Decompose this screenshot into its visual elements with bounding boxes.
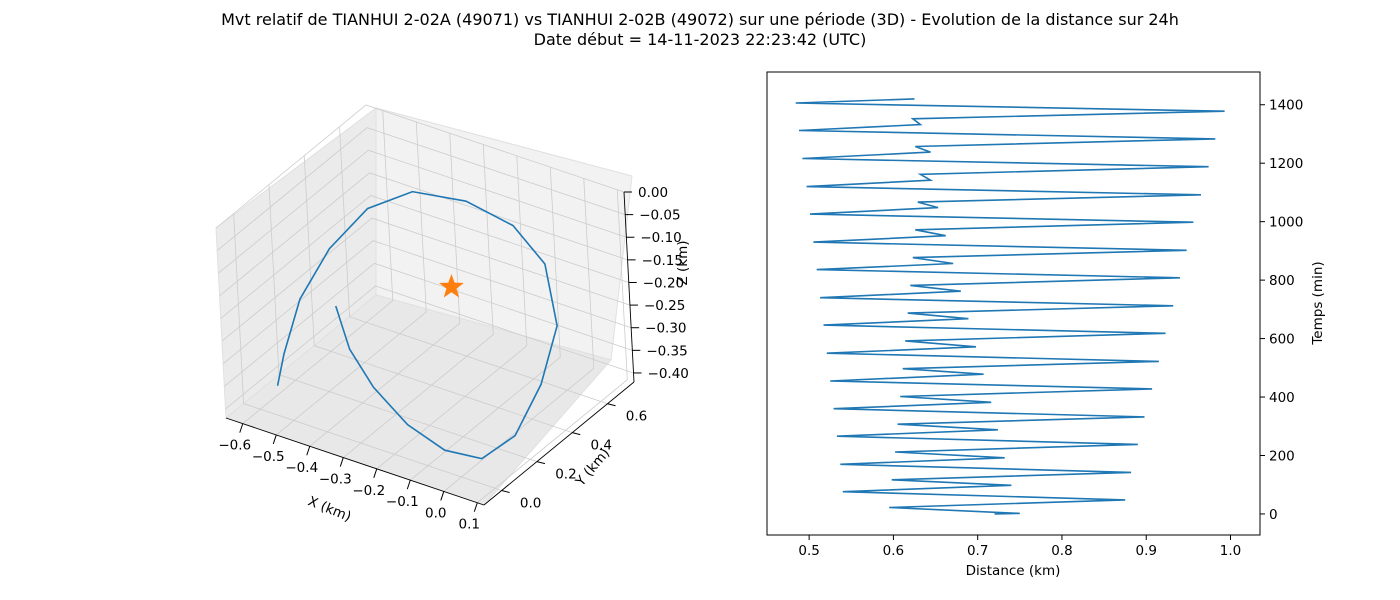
grid-line-z <box>215 104 625 229</box>
z-tick-label: −0.25 <box>644 298 685 314</box>
grid-line-y <box>268 184 538 462</box>
z-tick-label: −0.30 <box>645 321 686 337</box>
grid-line-x <box>410 167 561 481</box>
grid-line-z <box>218 149 627 274</box>
y-axis-label: Temps (min) <box>1310 261 1326 345</box>
x-tick-label: −0.5 <box>252 449 285 465</box>
reference-star-marker <box>439 273 464 298</box>
y-tick-mark <box>536 461 546 465</box>
distance-panel: 0.5 0.6 0.7 0.8 0.9 1.0 0 200 400 600 800 1000 1200… <box>766 71 1326 579</box>
plot-frame <box>766 71 1261 536</box>
trajectory-3d-panel: −0.6−0.5−0.4−0.3−0.2−0.1 0.0 0.1 0.0 0.2 0.4 0… <box>215 104 691 533</box>
grid-line-x <box>276 121 427 436</box>
x-tick-label: −0.1 <box>386 494 419 510</box>
y-tick-label: 200 <box>1269 448 1295 464</box>
grid-line-y <box>233 213 502 491</box>
y-tick-mark <box>607 403 616 407</box>
grid-line-z <box>222 240 632 365</box>
y-tick-label: 0 <box>1269 507 1278 523</box>
grid-line-x <box>477 189 628 504</box>
z-tick-label: −0.40 <box>648 366 689 382</box>
x-tick-mark <box>339 457 344 467</box>
grid-line-z <box>225 285 634 410</box>
grid-line-y <box>303 155 573 434</box>
z-tick-label: −0.10 <box>640 230 681 246</box>
z-tick-label: −0.05 <box>639 208 680 224</box>
x-tick-mark <box>373 468 378 479</box>
chart-date: Date début = 14-11-2023 22:23:42 (UTC) <box>533 30 867 49</box>
y-tick-label: 0.4 <box>590 438 611 454</box>
relative-trajectory <box>276 190 558 460</box>
x-tick-label: −0.6 <box>218 438 251 454</box>
grid-line-x <box>376 155 528 470</box>
x-tick-mark <box>473 502 478 512</box>
x-axis-label: X (km) <box>306 493 354 525</box>
z-tick-label: −0.20 <box>643 275 684 291</box>
y-tick-label: 0.2 <box>555 467 576 483</box>
y-tick-label: 0.6 <box>626 409 647 425</box>
y-tick-label: 800 <box>1269 273 1295 289</box>
z-tick-label: −0.35 <box>646 343 687 359</box>
x-tick-label: 0.7 <box>967 543 988 559</box>
distance-series <box>795 98 1225 515</box>
x-axis-label: Distance (km) <box>966 563 1061 579</box>
y-tick-label: 1400 <box>1269 98 1303 114</box>
grid-line-x <box>242 110 394 424</box>
x-tick-mark <box>406 479 411 490</box>
y-axis-line <box>483 381 635 506</box>
grid-line-z <box>221 217 631 342</box>
x-tick-label: 0.6 <box>883 543 904 559</box>
y-tick-label: 600 <box>1269 332 1295 348</box>
x-tick-mark <box>440 491 445 501</box>
y-tick-label: 1000 <box>1269 215 1303 231</box>
x-tick-label: 0.9 <box>1135 543 1156 559</box>
x-tick-mark <box>306 446 311 456</box>
grid-line-z <box>216 127 626 251</box>
grid-line-z <box>220 195 629 319</box>
x-tick-label: 0.5 <box>798 543 819 559</box>
x-tick-label: −0.4 <box>285 460 318 476</box>
y-tick-label: 0.0 <box>520 496 541 512</box>
x-tick-label: −0.2 <box>352 483 385 499</box>
z-tick-label: −0.15 <box>642 253 683 269</box>
z-tick-label: 0.00 <box>638 185 668 201</box>
x-tick-label: 0.1 <box>459 517 480 533</box>
y-tick-label: 1200 <box>1269 156 1303 172</box>
grid-line-z <box>219 172 628 297</box>
x-tick-mark <box>239 423 244 433</box>
grid-line-z <box>224 262 633 387</box>
grid-line-x <box>343 144 494 458</box>
y-tick-mark <box>501 490 510 494</box>
z-axis-label: Z (km) <box>675 240 691 285</box>
x-tick-label: 1.0 <box>1220 543 1241 559</box>
x-tick-mark <box>272 434 277 445</box>
grid-line-y <box>339 126 608 405</box>
chart-title: Mvt relatif de TIANHUI 2-02A (49071) vs … <box>221 10 1179 29</box>
y-tick-mark <box>572 432 581 436</box>
grid-line-x <box>309 133 461 447</box>
x-tick-label: 0.0 <box>425 505 446 521</box>
y-tick-label: 400 <box>1269 390 1295 406</box>
z-axis-line <box>623 191 635 383</box>
x-tick-label: 0.8 <box>1051 543 1072 559</box>
x-axis-line <box>225 417 485 506</box>
x-tick-label: −0.3 <box>319 472 352 488</box>
